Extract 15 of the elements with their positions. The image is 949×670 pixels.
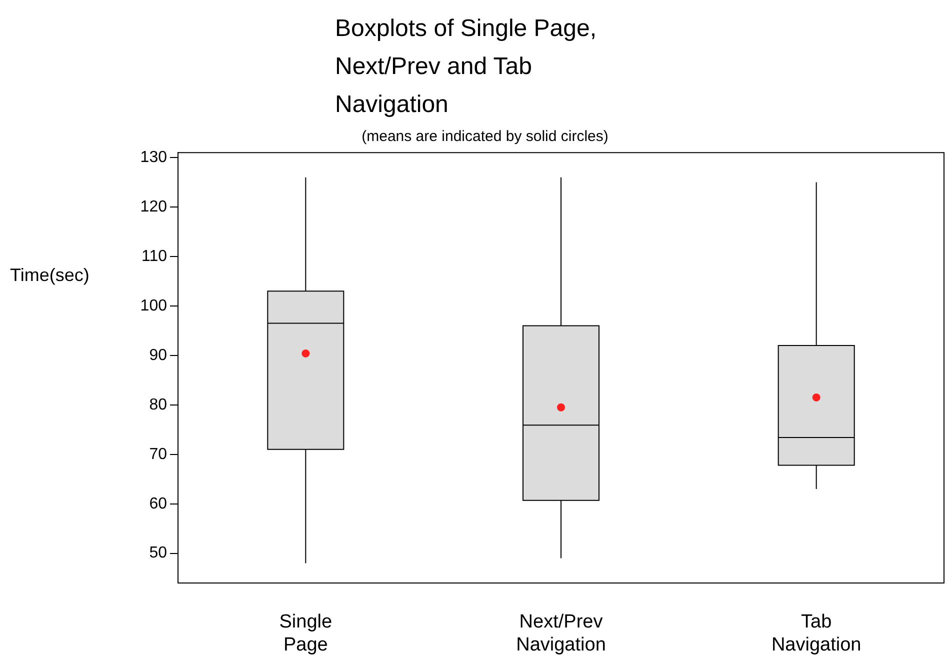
- x-tick-label: Next/Prev Navigation: [516, 612, 606, 656]
- y-tick-label: 110: [141, 248, 168, 265]
- y-tick-label: 50: [149, 544, 168, 562]
- chart-title: Boxplots of Single Page, Next/Prev and Tab Navigation: [335, 14, 598, 120]
- y-tick-label: 120: [140, 198, 168, 216]
- y-axis-title: Time(sec): [10, 265, 90, 286]
- y-tick-label: 60: [149, 495, 168, 512]
- y-tick-label: 90: [149, 346, 168, 364]
- y-tick-label: 100: [140, 297, 168, 314]
- y-tick-label: 130: [140, 148, 168, 166]
- y-tick-label: 80: [149, 396, 168, 414]
- x-tick-label: Tab Navigation: [771, 612, 862, 656]
- y-tick-label: 70: [149, 446, 168, 463]
- x-tick-label: Single Page: [279, 612, 332, 656]
- chart-subtitle: (means are indicated by solid circles): [360, 128, 610, 145]
